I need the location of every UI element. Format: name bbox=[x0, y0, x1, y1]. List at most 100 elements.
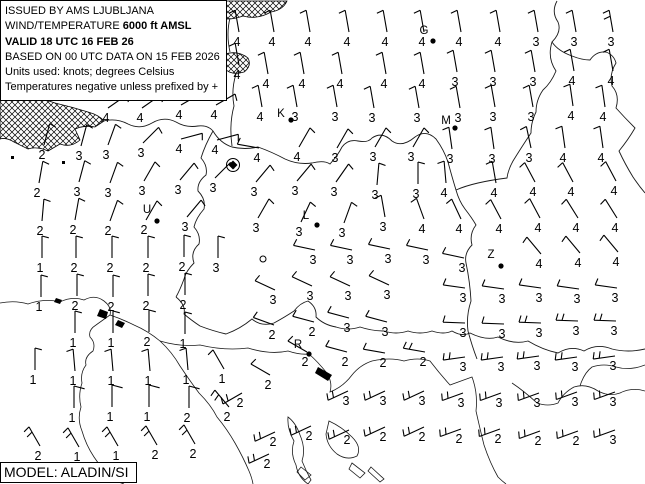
wind-barb bbox=[516, 351, 540, 360]
island-small bbox=[348, 462, 366, 479]
wind-barb bbox=[263, 9, 275, 33]
wind-barb bbox=[519, 126, 532, 149]
temperature-label: 3 bbox=[610, 359, 617, 373]
temperature-label: 4 bbox=[137, 111, 144, 125]
wind-barb bbox=[143, 161, 161, 182]
temperature-label: 4 bbox=[573, 221, 580, 235]
wind-barb bbox=[522, 236, 542, 255]
temperature-label: 4 bbox=[491, 186, 498, 200]
wind-barb bbox=[410, 197, 425, 220]
island-small bbox=[296, 466, 312, 481]
temperature-label: 2 bbox=[184, 411, 191, 425]
temperature-label: 2 bbox=[39, 148, 46, 162]
temperature-label: 4 bbox=[598, 151, 605, 165]
coastline-path bbox=[109, 314, 507, 484]
temperature-label: 3 bbox=[414, 111, 421, 125]
wind-barb bbox=[331, 51, 343, 75]
wind-barb bbox=[592, 351, 616, 360]
coastlines bbox=[0, 296, 645, 484]
wind-barb bbox=[522, 84, 534, 108]
wind-barb bbox=[417, 161, 425, 184]
wind-barb bbox=[338, 9, 350, 33]
station-label: R bbox=[294, 339, 302, 351]
wind-barb bbox=[489, 9, 501, 33]
temperature-label: 4 bbox=[212, 143, 219, 157]
temperature-label: 3 bbox=[296, 225, 303, 239]
wind-barb bbox=[109, 161, 124, 184]
border-path bbox=[175, 130, 214, 298]
temperature-label: 3 bbox=[310, 253, 317, 267]
wind-barb bbox=[442, 246, 465, 259]
temperature-label: 2 bbox=[70, 223, 77, 237]
temperature-label: 4 bbox=[568, 109, 575, 123]
wind-barb bbox=[437, 160, 447, 184]
wind-barb bbox=[595, 84, 606, 108]
temperature-label: 4 bbox=[611, 184, 618, 198]
wind-barb bbox=[325, 339, 348, 353]
temperature-label: 1 bbox=[219, 372, 226, 386]
station-label: G bbox=[420, 25, 429, 37]
wind-barb bbox=[450, 9, 462, 33]
wind-barb bbox=[252, 311, 275, 326]
temperature-label: 3 bbox=[533, 35, 540, 49]
temperature-label: 4 bbox=[613, 255, 620, 269]
station-dot bbox=[314, 222, 320, 228]
station-label: U bbox=[143, 204, 151, 216]
wind-barb bbox=[593, 125, 604, 149]
wind-barb bbox=[327, 305, 350, 319]
wind-barb bbox=[518, 315, 542, 324]
temperature-label: 2 bbox=[419, 430, 426, 444]
temperature-label: 2 bbox=[34, 186, 41, 200]
wind-barb bbox=[147, 235, 155, 258]
wind-barb bbox=[214, 162, 235, 179]
temperature-label: 2 bbox=[265, 378, 272, 392]
temperature-label: 4 bbox=[344, 35, 351, 49]
wind-barb bbox=[554, 352, 578, 361]
temperature-label: 3 bbox=[292, 184, 299, 198]
temperature-label: 4 bbox=[176, 142, 183, 156]
wind-barb bbox=[368, 237, 391, 250]
temperature-label: 2 bbox=[190, 447, 197, 461]
temperature-label: 1 bbox=[70, 336, 77, 350]
temperature-label: 2 bbox=[180, 298, 187, 312]
temperature-label: 2 bbox=[108, 300, 115, 314]
wind-barb bbox=[479, 391, 502, 402]
temperature-label: 4 bbox=[535, 221, 542, 235]
wind-barb bbox=[76, 273, 84, 296]
wind-barb bbox=[481, 279, 505, 290]
border-path bbox=[455, 41, 557, 360]
wind-barb bbox=[298, 127, 316, 148]
temperature-label: 3 bbox=[572, 360, 579, 374]
temperature-label: 3 bbox=[498, 360, 505, 374]
temperature-label: 1 bbox=[113, 449, 120, 463]
temperature-label: 3 bbox=[345, 289, 352, 303]
temperature-label: 4 bbox=[382, 35, 389, 49]
wind-barb bbox=[254, 274, 276, 291]
wind-barb bbox=[593, 390, 616, 401]
wind-barb bbox=[109, 199, 124, 222]
terrain-hatch-areas bbox=[0, 0, 288, 152]
coastline-path bbox=[579, 364, 645, 387]
temperature-label: 3 bbox=[419, 394, 426, 408]
wind-barb bbox=[527, 9, 539, 33]
wind-barb bbox=[565, 9, 577, 33]
wind-barb bbox=[518, 278, 542, 289]
wind-barb bbox=[299, 9, 311, 33]
temperature-label: 3 bbox=[423, 253, 430, 267]
wind-barb bbox=[518, 429, 541, 440]
wind-barb bbox=[402, 341, 426, 353]
temperature-label: 3 bbox=[332, 151, 339, 165]
station-label: K bbox=[277, 108, 285, 120]
temperature-label: 4 bbox=[419, 35, 426, 49]
temperature-label: 2 bbox=[306, 429, 313, 443]
issued-line: ISSUED BY AMS LJUBLJANA bbox=[5, 5, 154, 17]
wind-barb bbox=[442, 126, 453, 150]
border-path bbox=[227, 17, 231, 53]
wind-barb bbox=[291, 270, 313, 287]
temperature-label: 4 bbox=[299, 77, 306, 91]
temperature-label: 2 bbox=[342, 355, 349, 369]
wind-barb bbox=[594, 278, 618, 289]
temperature-label: 3 bbox=[534, 359, 541, 373]
temperature-label: 2 bbox=[302, 355, 309, 369]
